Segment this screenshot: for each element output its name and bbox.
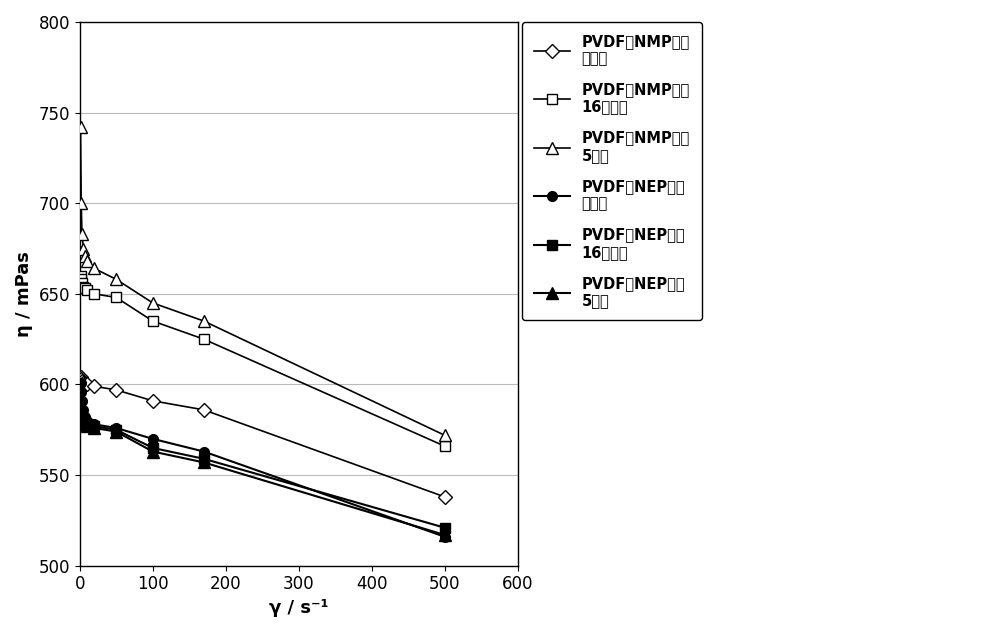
- Y-axis label: η / mPas: η / mPas: [15, 251, 33, 337]
- Legend: PVDF在NMP中，
制备后, PVDF在NMP中，
16小时后, PVDF在NMP中，
5天后, PVDF在NEP中，
制备后, PVDF在NEP中，
16小: PVDF在NMP中， 制备后, PVDF在NMP中， 16小时后, PVDF在N…: [522, 22, 702, 320]
- X-axis label: γ / s⁻¹: γ / s⁻¹: [269, 599, 328, 617]
